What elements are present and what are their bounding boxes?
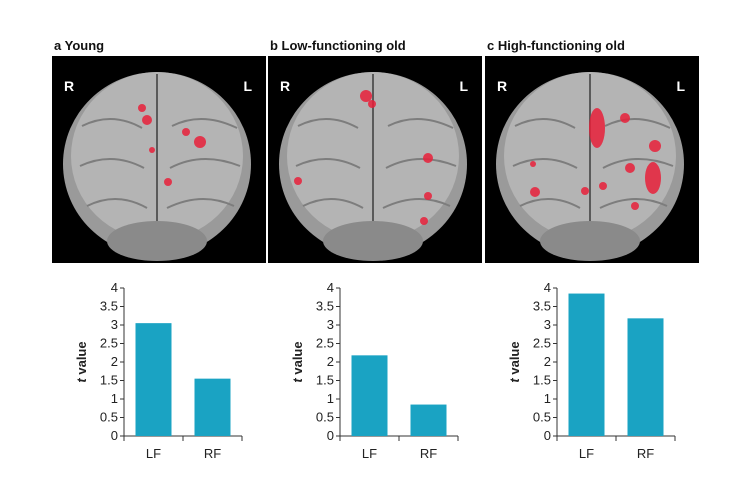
y-tick-label: 2 <box>544 354 551 369</box>
y-tick-label: 2.5 <box>316 336 334 351</box>
x-tick-label: RF <box>420 446 437 461</box>
y-axis-label: t value <box>507 341 522 382</box>
panel-young: a Young R L 0 0.5 1 1.5 2 2.5 3 3.5 4 LF RF t value <box>52 0 272 478</box>
panel-title: c High-functioning old <box>487 38 625 53</box>
brain-image: R L <box>485 56 699 263</box>
right-hemisphere-label: R <box>497 78 508 94</box>
left-hemisphere-label: L <box>459 78 468 94</box>
bar-rf <box>627 318 664 436</box>
bar-chart: 0 0.5 1 1.5 2 2.5 3 3.5 4 LF RF t value <box>52 272 272 472</box>
y-tick-label: 2 <box>327 354 334 369</box>
y-tick-label: 2.5 <box>533 336 551 351</box>
y-tick-label: 3.5 <box>533 299 551 314</box>
brain-render <box>63 72 251 261</box>
y-tick-label: 4 <box>327 280 334 295</box>
y-tick-label: 3.5 <box>316 299 334 314</box>
y-tick-label: 0 <box>544 428 551 443</box>
brain-render <box>279 72 467 261</box>
chart-svg: 0 0.5 1 1.5 2 2.5 3 3.5 4 LF RF t value <box>507 280 676 461</box>
brain-image: R L <box>268 56 482 263</box>
panel-title: b Low-functioning old <box>270 38 406 53</box>
brain-image: R L <box>52 56 266 263</box>
chart-svg: 0 0.5 1 1.5 2 2.5 3 3.5 4 LF RF t value <box>290 280 459 461</box>
panel-high-functioning-old: c High-functioning old R L 0 0.5 1 1.5 2 2.5 3… <box>485 0 705 478</box>
bar-chart: 0 0.5 1 1.5 2 2.5 3 3.5 4 LF RF t value <box>268 272 488 472</box>
y-tick-label: 1.5 <box>100 373 118 388</box>
y-axis-label: t value <box>74 341 89 382</box>
x-tick-label: RF <box>637 446 654 461</box>
x-tick-label: RF <box>204 446 221 461</box>
x-tick-label: LF <box>579 446 594 461</box>
chart-svg: 0 0.5 1 1.5 2 2.5 3 3.5 4 LF RF t value <box>74 280 243 461</box>
y-tick-label: 3.5 <box>100 299 118 314</box>
y-tick-label: 0 <box>327 428 334 443</box>
y-tick-label: 1 <box>327 391 334 406</box>
y-tick-label: 0.5 <box>100 410 118 425</box>
y-tick-label: 2 <box>111 354 118 369</box>
y-tick-label: 1 <box>544 391 551 406</box>
panel-title: a Young <box>54 38 105 53</box>
left-hemisphere-label: L <box>676 78 685 94</box>
x-tick-label: LF <box>146 446 161 461</box>
bar-lf <box>568 293 605 436</box>
bar-rf <box>194 378 231 436</box>
y-tick-label: 3 <box>111 317 118 332</box>
bar-rf <box>410 404 447 436</box>
y-axis-label: t value <box>290 341 305 382</box>
y-tick-label: 3 <box>544 317 551 332</box>
y-tick-label: 4 <box>111 280 118 295</box>
y-tick-label: 0.5 <box>533 410 551 425</box>
y-tick-label: 0.5 <box>316 410 334 425</box>
y-tick-label: 1.5 <box>533 373 551 388</box>
bar-chart: 0 0.5 1 1.5 2 2.5 3 3.5 4 LF RF t value <box>485 272 705 472</box>
bar-lf <box>135 323 172 436</box>
y-tick-label: 0 <box>111 428 118 443</box>
y-tick-label: 1 <box>111 391 118 406</box>
y-tick-label: 3 <box>327 317 334 332</box>
x-tick-label: LF <box>362 446 377 461</box>
panel-low-functioning-old: b Low-functioning old R L 0 0.5 1 1.5 2 2.5 3 3… <box>268 0 488 478</box>
y-tick-label: 1.5 <box>316 373 334 388</box>
right-hemisphere-label: R <box>280 78 291 94</box>
brain-render <box>496 72 684 261</box>
y-tick-label: 2.5 <box>100 336 118 351</box>
right-hemisphere-label: R <box>64 78 75 94</box>
left-hemisphere-label: L <box>243 78 252 94</box>
y-tick-label: 4 <box>544 280 551 295</box>
bar-lf <box>351 355 388 436</box>
